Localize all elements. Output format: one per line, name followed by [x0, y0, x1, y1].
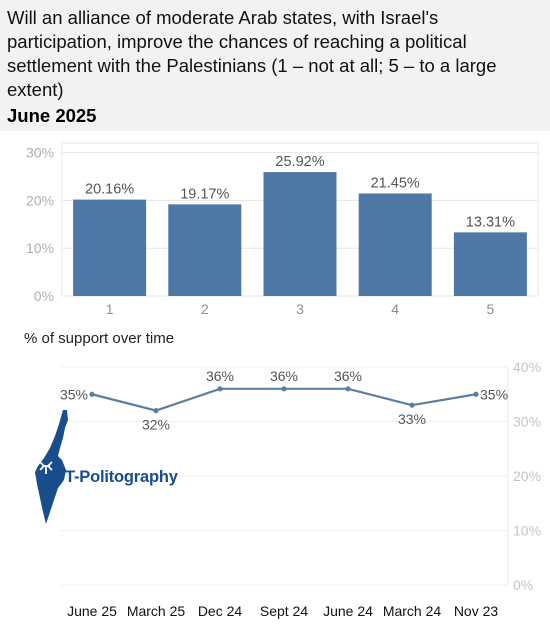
x-tick-label: Nov 23	[454, 603, 499, 619]
bar-chart: 0% 10% 20% 30% 20.16% 1 19.17% 2 25.92% 3 21.45% 4 1…	[26, 142, 539, 317]
point-value-label: 33%	[398, 411, 426, 427]
x-tick-label: 3	[296, 301, 304, 317]
bar	[168, 204, 242, 296]
y-tick-label: 20%	[26, 192, 54, 208]
point-value-label: 36%	[270, 368, 298, 384]
y-tick-label: 30%	[26, 145, 54, 161]
survey-date: June 2025	[7, 105, 97, 126]
data-point	[473, 391, 479, 397]
question-header: Will an alliance of moderate Arab states…	[0, 0, 550, 131]
y-tick-label: 0%	[34, 288, 54, 304]
data-point	[89, 391, 95, 397]
bar	[263, 172, 337, 296]
x-tick-label: 2	[201, 301, 209, 317]
y-tick-label: 40%	[513, 359, 541, 375]
x-tick-label: Dec 24	[198, 603, 243, 619]
x-tick-label: March 25	[127, 603, 186, 619]
bar-value-label: 19.17%	[180, 186, 229, 202]
bar-value-label: 13.31%	[466, 214, 515, 230]
bar-chart-panel: 0% 10% 20% 30% 20.16% 1 19.17% 2 25.92% 3 21.45% 4 1…	[0, 131, 550, 326]
x-tick-label: 5	[487, 301, 495, 317]
line-chart-panel: 0% 10% 20% 30% 40% 35% June 25 32% March 25 36% De…	[0, 350, 550, 625]
bar-value-label: 20.16%	[85, 182, 134, 198]
bar-value-label: 25.92%	[275, 154, 324, 170]
data-point	[345, 386, 351, 392]
y-tick-label: 10%	[26, 240, 54, 256]
data-point	[409, 402, 415, 408]
bar	[453, 232, 527, 296]
y-tick-label: 0%	[513, 577, 533, 593]
logo-text: T-Politography	[65, 468, 178, 486]
bar-value-label: 21.45%	[371, 175, 420, 191]
x-tick-label: 4	[391, 301, 399, 317]
y-tick-label: 10%	[513, 523, 541, 539]
data-point	[281, 386, 287, 392]
point-value-label: 36%	[206, 368, 234, 384]
support-over-time-title: % of support over time	[24, 330, 175, 347]
line-chart: 0% 10% 20% 30% 40% 35% June 25 32% March 25 36% De…	[60, 359, 541, 619]
bar	[358, 193, 432, 296]
data-point	[217, 386, 223, 392]
x-tick-label: Sept 24	[260, 603, 308, 619]
y-tick-label: 20%	[513, 468, 541, 484]
split-arrows-icon	[39, 461, 53, 474]
israel-map-logo-icon	[35, 410, 68, 524]
question-text: Will an alliance of moderate Arab states…	[7, 7, 497, 100]
series-line	[91, 387, 477, 412]
y-tick-label: 30%	[513, 414, 541, 430]
point-value-label: 35%	[480, 386, 508, 402]
bar	[73, 199, 147, 296]
data-point	[153, 408, 159, 414]
x-tick-label: June 24	[323, 603, 373, 619]
point-value-label: 35%	[60, 386, 88, 402]
point-value-label: 32%	[142, 417, 170, 433]
point-value-label: 36%	[334, 368, 362, 384]
x-tick-label: March 24	[383, 603, 442, 619]
x-tick-label: 1	[106, 301, 114, 317]
x-tick-label: June 25	[67, 603, 117, 619]
